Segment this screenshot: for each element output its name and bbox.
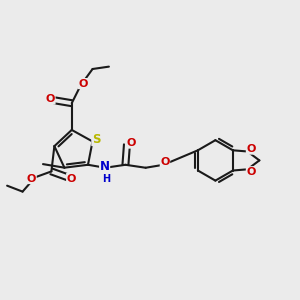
Text: H: H <box>102 174 110 184</box>
Text: S: S <box>92 133 100 146</box>
Text: O: O <box>127 138 136 148</box>
Text: O: O <box>46 94 55 104</box>
Text: N: N <box>100 160 110 173</box>
Text: O: O <box>67 173 76 184</box>
Text: O: O <box>246 167 256 177</box>
Text: O: O <box>27 173 36 184</box>
Text: O: O <box>160 157 170 167</box>
Text: O: O <box>78 79 88 88</box>
Text: O: O <box>246 144 256 154</box>
